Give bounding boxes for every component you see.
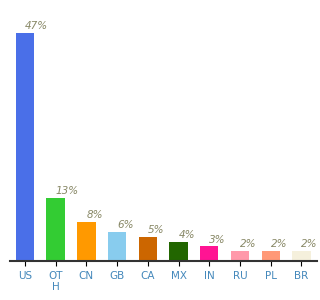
- Text: 4%: 4%: [179, 230, 195, 240]
- Bar: [77, 222, 96, 261]
- Bar: [200, 247, 219, 261]
- Text: 47%: 47%: [25, 21, 48, 31]
- Text: 3%: 3%: [209, 235, 226, 244]
- Text: 8%: 8%: [86, 210, 103, 220]
- Bar: [108, 232, 126, 261]
- Bar: [139, 237, 157, 261]
- Text: 2%: 2%: [301, 239, 318, 249]
- Bar: [46, 198, 65, 261]
- Bar: [261, 251, 280, 261]
- Text: 2%: 2%: [271, 239, 287, 249]
- Text: 2%: 2%: [240, 239, 257, 249]
- Bar: [16, 33, 34, 261]
- Text: 5%: 5%: [148, 225, 164, 235]
- Bar: [292, 251, 311, 261]
- Text: 6%: 6%: [117, 220, 134, 230]
- Text: 13%: 13%: [56, 186, 79, 196]
- Bar: [169, 242, 188, 261]
- Bar: [231, 251, 249, 261]
